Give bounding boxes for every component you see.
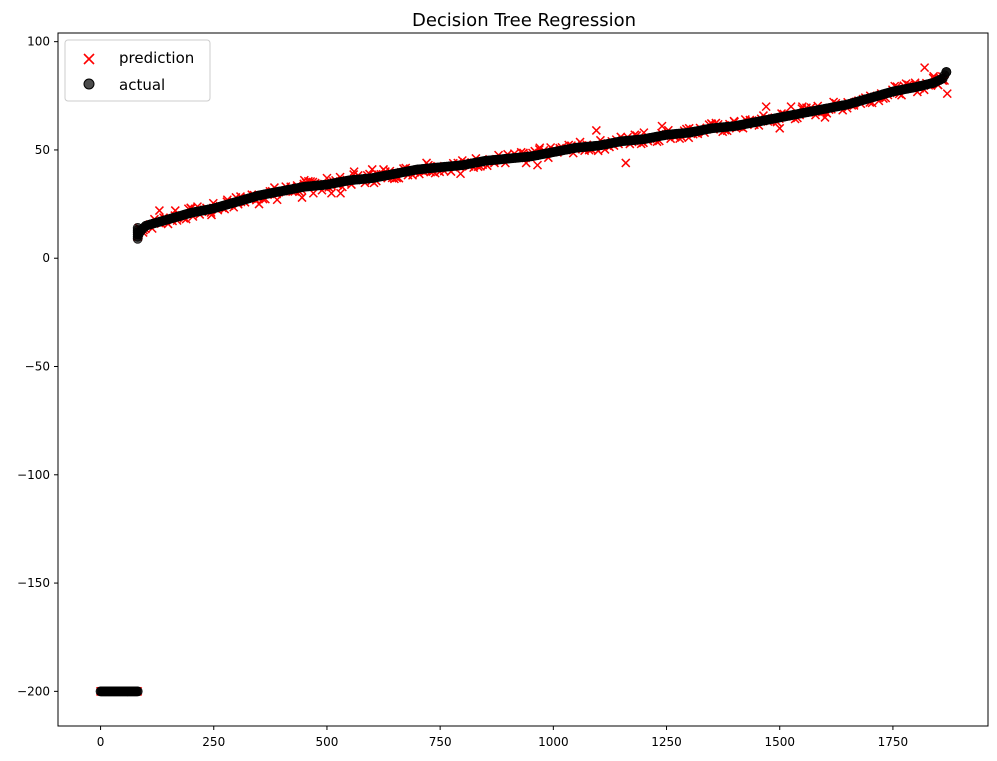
plot-area [95,63,952,697]
x-tick-label: 0 [97,735,105,749]
y-tick-label: −150 [17,576,50,590]
prediction-point [591,125,601,135]
prediction-point [367,164,377,174]
y-tick-label: −50 [25,360,50,374]
x-tick-label: 250 [202,735,225,749]
y-tick-label: −200 [17,684,50,698]
chart-title: Decision Tree Regression [412,10,636,31]
x-tick-label: 750 [429,735,452,749]
prediction-point [942,89,952,99]
prediction-point [775,123,785,133]
legend-marker-prediction [83,53,95,65]
actual-series [95,67,952,697]
prediction-point [349,167,359,177]
prediction-point [621,158,631,168]
y-tick-label: 0 [42,251,50,265]
x-tick-label: 1250 [651,735,682,749]
prediction-point [154,206,164,216]
prediction-point [820,112,830,122]
x-tick-label: 1500 [764,735,795,749]
axes-frame [57,32,989,727]
prediction-point [920,63,930,73]
actual-point [941,67,952,77]
y-axis: 100 50 0 −50 −100 −150 −200 [17,35,58,698]
prediction-point [326,188,337,198]
legend-label-actual: actual [119,76,165,94]
x-tick-label: 1750 [878,735,909,749]
x-axis: 0 250 500 750 1000 1250 1500 1750 [97,726,908,749]
prediction-point [336,188,346,198]
prediction-point [786,102,796,112]
prediction-point [254,199,264,209]
prediction-point [455,169,466,179]
x-tick-label: 500 [315,735,338,749]
y-tick-label: 50 [35,143,50,157]
x-tick-label: 1000 [538,735,569,749]
actual-point [132,686,143,697]
prediction-point [532,160,543,170]
prediction-point [657,121,667,131]
legend-box [64,39,211,102]
y-tick-label: −100 [17,468,50,482]
legend-marker-actual [83,78,95,90]
legend: prediction actual [64,39,211,102]
legend-label-prediction: prediction [119,49,194,67]
prediction-point [297,193,307,203]
prediction-point [761,102,771,112]
y-tick-label: 100 [27,35,50,49]
